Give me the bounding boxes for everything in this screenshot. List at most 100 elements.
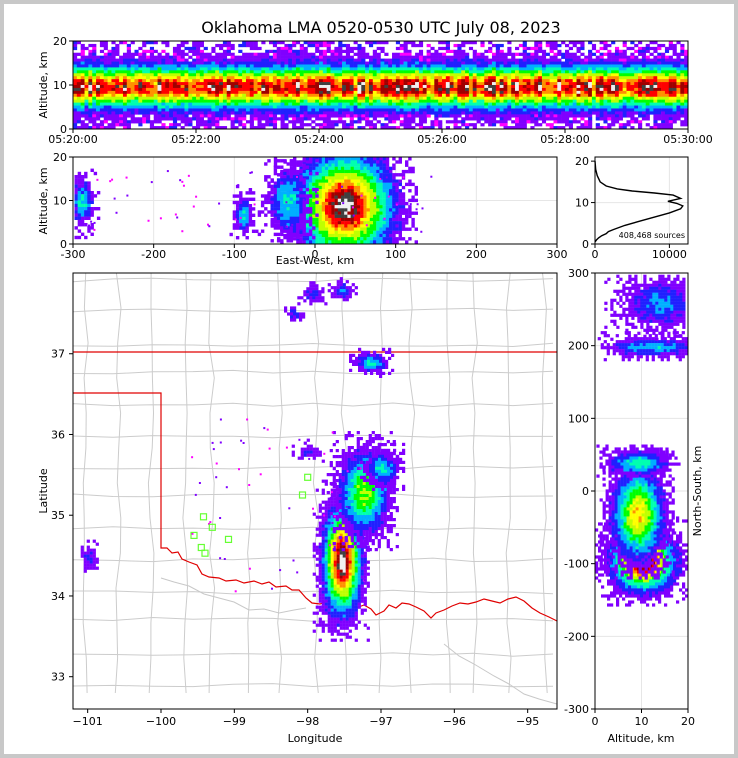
time-altitude-source-cell: [614, 82, 620, 86]
time-altitude-source-cell: [103, 87, 108, 92]
time-altitude-source-cell: [199, 87, 204, 92]
time-altitude-source-cell: [234, 99, 239, 103]
time-altitude-source-cell: [245, 102, 251, 106]
time-altitude-source-cell: [380, 82, 385, 86]
time-altitude-source-cell: [422, 76, 427, 80]
time-altitude-source-cell: [272, 126, 278, 130]
time-altitude-source-cell: [242, 82, 247, 86]
time-altitude-source-cell: [126, 82, 131, 86]
time-altitude-source-cell: [507, 82, 512, 86]
time-altitude-source-cell: [476, 55, 481, 59]
ew-source-cell: [325, 224, 329, 228]
time-altitude-source-cell: [349, 120, 354, 124]
time-altitude-source-cell: [149, 70, 155, 74]
time-altitude-source-cell: [572, 120, 577, 124]
time-altitude-source-cell: [172, 123, 178, 127]
ew-source-cell: [350, 160, 354, 164]
time-altitude-source-cell: [92, 90, 97, 95]
time-altitude-xtick-label: 05:20:00: [48, 133, 97, 146]
time-altitude-source-cell: [196, 52, 201, 56]
time-altitude-source-cell: [376, 73, 381, 77]
time-altitude-source-cell: [330, 82, 335, 86]
time-altitude-source-cell: [422, 64, 427, 68]
time-altitude-source-cell: [661, 123, 666, 127]
time-altitude-source-cell: [453, 117, 458, 121]
time-altitude-source-cell: [622, 102, 627, 106]
time-altitude-source-cell: [399, 114, 404, 118]
time-altitude-source-cell: [103, 126, 108, 130]
time-altitude-source-cell: [265, 58, 270, 62]
time-altitude-source-cell: [280, 70, 285, 74]
time-altitude-source-cell: [545, 96, 550, 100]
time-altitude-source-cell: [342, 76, 347, 80]
time-altitude-source-cell: [138, 73, 143, 77]
time-altitude-source-cell: [184, 76, 189, 80]
time-altitude-source-cell: [672, 87, 677, 92]
time-altitude-source-cell: [434, 64, 439, 68]
time-altitude-source-cell: [261, 87, 266, 92]
time-altitude-source-cell: [172, 114, 178, 118]
time-altitude-source-cell: [157, 61, 162, 65]
time-altitude-source-cell: [461, 87, 466, 92]
time-altitude-source-cell: [422, 73, 427, 77]
time-altitude-source-cell: [588, 76, 593, 80]
ew-source-cell: [350, 240, 354, 244]
time-altitude-source-cell: [630, 126, 635, 130]
time-altitude-source-cell: [149, 64, 155, 68]
time-altitude-source-cell: [257, 61, 262, 65]
time-altitude-source-cell: [626, 70, 631, 74]
time-altitude-source-cell: [146, 105, 151, 109]
figure-frame: Oklahoma LMA 0520-0530 UTC July 08, 2023…: [4, 4, 734, 754]
time-altitude-source-cell: [588, 79, 593, 83]
time-altitude-source-cell: [457, 108, 462, 112]
time-altitude-source-cell: [399, 55, 404, 59]
time-altitude-source-cell: [649, 70, 654, 74]
time-altitude-source-cell: [303, 87, 308, 92]
ew-source-cell: [305, 179, 310, 183]
time-altitude-source-cell: [330, 64, 335, 68]
time-altitude-source-cell: [342, 82, 347, 86]
time-altitude-source-cell: [215, 43, 220, 48]
time-altitude-source-cell: [99, 82, 105, 86]
time-altitude-source-cell: [626, 64, 631, 68]
time-altitude-source-cell: [491, 58, 497, 62]
time-altitude-source-cell: [142, 43, 147, 48]
ew-source-cell: [369, 185, 374, 190]
time-altitude-source-cell: [234, 108, 239, 112]
time-altitude-source-cell: [153, 93, 158, 98]
time-altitude-source-cell: [372, 123, 377, 127]
time-altitude-source-cell: [192, 105, 197, 109]
time-altitude-source-cell: [295, 96, 301, 100]
time-altitude-source-cell: [541, 114, 547, 118]
time-altitude-source-cell: [491, 82, 497, 86]
time-altitude-source-cell: [334, 102, 339, 106]
time-altitude-source-cell: [538, 67, 543, 71]
time-altitude-source-cell: [653, 117, 658, 121]
time-altitude-source-cell: [457, 46, 462, 51]
time-altitude-source-cell: [534, 49, 539, 54]
time-altitude-source-cell: [161, 73, 166, 77]
time-altitude-source-cell: [572, 52, 577, 56]
time-altitude-source-cell: [269, 99, 274, 103]
time-altitude-source-cell: [353, 70, 358, 74]
time-altitude-source-cell: [361, 76, 366, 80]
time-altitude-source-cell: [180, 105, 185, 109]
time-altitude-source-cell: [676, 67, 681, 71]
time-altitude-source-cell: [115, 64, 120, 68]
time-altitude-source-cell: [372, 73, 377, 77]
time-altitude-source-cell: [407, 120, 412, 124]
time-altitude-source-cell: [311, 102, 316, 106]
time-altitude-source-cell: [607, 90, 612, 95]
ew-source-cell: [341, 176, 345, 180]
time-altitude-source-cell: [222, 70, 228, 74]
time-altitude-source-cell: [434, 99, 439, 103]
time-altitude-source-cell: [457, 43, 462, 48]
time-altitude-source-cell: [676, 61, 681, 65]
time-altitude-source-cell: [330, 76, 335, 80]
time-altitude-source-cell: [215, 52, 220, 56]
time-altitude-source-cell: [196, 64, 201, 68]
time-altitude-source-cell: [407, 49, 412, 54]
time-altitude-source-cell: [222, 82, 228, 86]
time-altitude-source-cell: [545, 114, 550, 118]
time-altitude-source-cell: [299, 79, 304, 83]
